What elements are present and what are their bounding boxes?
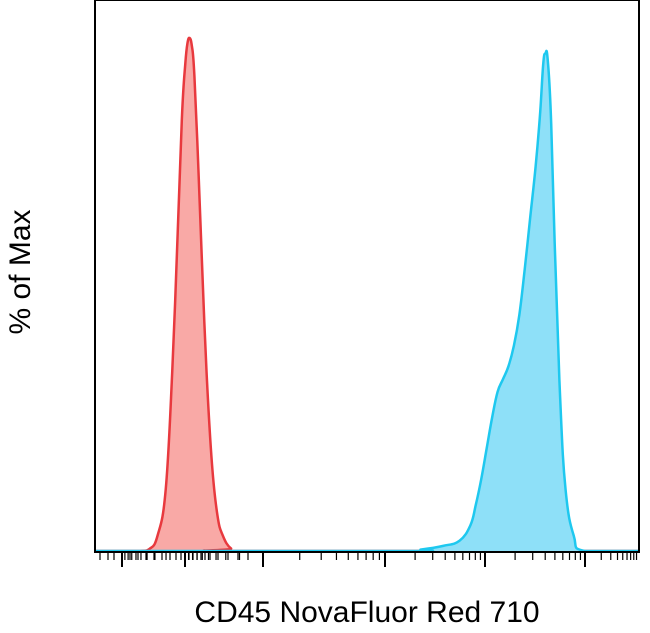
- y-axis-title: % of Max: [4, 209, 37, 334]
- histogram-fill-2: [95, 50, 639, 551]
- histogram-line-1: [95, 36, 639, 553]
- x-axis-title: CD45 NovaFluor Red 710: [194, 596, 539, 629]
- x-axis-ticks: [99, 552, 638, 567]
- histogram-line-2: [95, 49, 639, 553]
- series-layer: [95, 36, 639, 553]
- plot-frame: [94, 0, 640, 553]
